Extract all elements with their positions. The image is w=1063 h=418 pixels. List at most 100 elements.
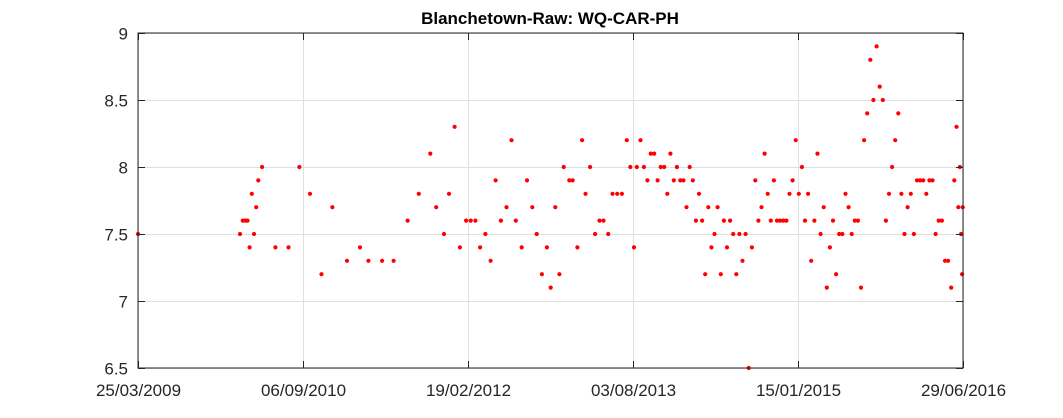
data-point [671, 178, 676, 183]
data-point [601, 218, 606, 223]
data-point [441, 231, 447, 237]
data-point [668, 151, 673, 156]
data-point [619, 191, 625, 196]
data-point [908, 191, 913, 196]
data-point [530, 205, 535, 210]
data-point [862, 138, 867, 143]
data-point [416, 191, 421, 196]
data-point [765, 191, 770, 196]
data-point [548, 285, 553, 290]
data-point [260, 164, 265, 170]
data-point [580, 138, 585, 143]
data-point [721, 218, 727, 223]
data-point [781, 218, 786, 223]
data-point [768, 218, 773, 223]
data-point [749, 245, 755, 250]
data-point [893, 138, 898, 143]
data-point [902, 231, 907, 237]
data-point [366, 258, 371, 263]
data-point [483, 231, 488, 237]
axis-ticks [138, 33, 964, 369]
y-tick-label: 9 [119, 25, 128, 44]
data-point [731, 231, 736, 237]
data-point [918, 178, 923, 183]
data-point [631, 245, 637, 250]
data-point [674, 164, 680, 170]
data-point [890, 164, 895, 170]
data-point [712, 231, 717, 237]
data-point [911, 231, 917, 237]
data-point [606, 231, 611, 237]
data-point [658, 164, 663, 170]
data-point [251, 231, 257, 237]
data-point [457, 245, 462, 250]
data-point [743, 231, 748, 237]
data-point [344, 258, 350, 263]
data-point [762, 151, 767, 156]
data-point [307, 191, 313, 196]
data-point [896, 111, 901, 116]
data-point [638, 138, 643, 143]
data-point [756, 218, 761, 223]
data-point [446, 191, 452, 196]
x-tick-labels: 25/03/2009 06/09/2010 19/02/2012 03/08/2013… [96, 381, 1006, 400]
data-point [952, 178, 957, 183]
data-point [634, 164, 639, 170]
data-point [709, 245, 714, 250]
data-point [684, 205, 689, 210]
data-point [380, 258, 385, 263]
data-point [821, 205, 826, 210]
data-point [641, 164, 647, 170]
data-point [843, 191, 848, 196]
data-point [806, 191, 811, 196]
data-point [553, 205, 558, 210]
data-point [681, 178, 686, 183]
data-point [624, 138, 629, 143]
data-point [519, 245, 524, 250]
x-tick-label: 19/02/2012 [426, 381, 511, 400]
data-point [391, 258, 396, 263]
data-point [753, 178, 758, 183]
y-tick-label: 8 [119, 159, 128, 178]
x-tick-label: 25/03/2009 [96, 381, 181, 400]
data-point [855, 218, 861, 223]
data-point [799, 164, 805, 170]
data-point [615, 191, 620, 196]
data-point [662, 164, 667, 170]
y-tick-label: 7.5 [104, 226, 128, 245]
data-point [610, 191, 615, 196]
data-point [655, 178, 660, 183]
data-point [249, 191, 254, 196]
data-point [428, 151, 433, 156]
data-point [956, 205, 961, 210]
data-point [886, 191, 892, 196]
data-point [802, 218, 808, 223]
data-point [652, 151, 657, 156]
data-point [774, 218, 780, 223]
data-point [524, 178, 530, 183]
data-point [914, 178, 920, 183]
data-point [837, 231, 842, 237]
data-point [237, 231, 243, 237]
data-point [809, 258, 814, 263]
data-point [583, 191, 588, 196]
data-point [588, 164, 593, 170]
x-tick-label: 06/09/2010 [261, 381, 346, 400]
data-point [865, 111, 870, 116]
data-point [734, 272, 739, 277]
data-point [827, 245, 833, 250]
data-points [135, 44, 965, 371]
data-point [784, 218, 789, 223]
data-point [942, 258, 948, 263]
data-point [724, 245, 730, 250]
data-point [696, 191, 702, 196]
y-tick-label: 7 [119, 293, 128, 312]
data-point [834, 272, 839, 277]
data-point [254, 205, 259, 210]
data-point [357, 245, 363, 250]
data-point [849, 231, 854, 237]
data-point [927, 178, 932, 183]
data-point [883, 218, 889, 223]
data-point [852, 218, 857, 223]
data-point [452, 124, 457, 129]
